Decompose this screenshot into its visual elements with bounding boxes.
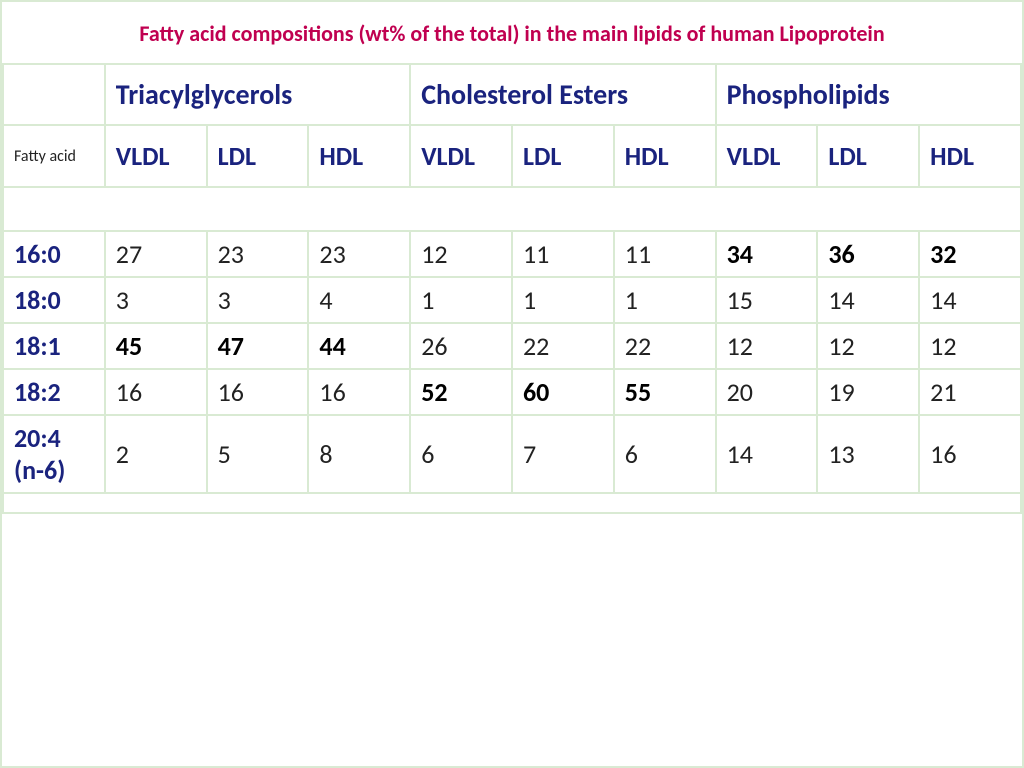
group-header-triacylglycerols: Triacylglycerols [105,64,410,125]
data-cell: 14 [919,277,1021,323]
sub-header-cell: HDL [614,125,716,187]
data-cell: 7 [512,415,614,493]
data-cell: 6 [614,415,716,493]
table-row: 18:0334111151414 [3,277,1021,323]
table-row: 20:4 (n-6)258676141316 [3,415,1021,493]
row-label: 16:0 [3,231,105,277]
sub-header-cell: VLDL [105,125,207,187]
table-row: 16:0272323121111343632 [3,231,1021,277]
data-cell: 52 [410,369,512,415]
data-cell: 1 [512,277,614,323]
data-cell: 27 [105,231,207,277]
data-cell: 14 [817,277,919,323]
data-cell: 12 [410,231,512,277]
data-cell: 44 [308,323,410,369]
data-cell: 22 [614,323,716,369]
group-header-cholesterol-esters: Cholesterol Esters [410,64,715,125]
sub-header-cell: LDL [512,125,614,187]
data-cell: 32 [919,231,1021,277]
data-cell: 19 [817,369,919,415]
sub-header-cell: VLDL [716,125,818,187]
data-cell: 16 [308,369,410,415]
data-cell: 36 [817,231,919,277]
data-cell: 55 [614,369,716,415]
data-cell: 11 [512,231,614,277]
group-header-row: Triacylglycerols Cholesterol Esters Phos… [3,64,1021,125]
page-title: Fatty acid compositions (wt% of the tota… [2,2,1022,63]
data-cell: 12 [919,323,1021,369]
data-cell: 60 [512,369,614,415]
group-header-phospholipids: Phospholipids [716,64,1021,125]
table-row: 18:2161616526055201921 [3,369,1021,415]
trailing-empty-row [3,493,1021,513]
data-cell: 23 [308,231,410,277]
data-cell: 21 [919,369,1021,415]
data-cell: 26 [410,323,512,369]
fatty-acid-label: Fatty acid [3,125,105,187]
row-label: 18:1 [3,323,105,369]
sub-header-cell: VLDL [410,125,512,187]
data-cell: 23 [207,231,309,277]
group-header-blank [3,64,105,125]
data-cell: 8 [308,415,410,493]
data-cell: 16 [105,369,207,415]
sub-header-cell: HDL [308,125,410,187]
sub-header-cell: LDL [817,125,919,187]
data-cell: 16 [207,369,309,415]
data-cell: 12 [716,323,818,369]
data-cell: 45 [105,323,207,369]
data-cell: 20 [716,369,818,415]
data-cell: 34 [716,231,818,277]
data-cell: 14 [716,415,818,493]
data-cell: 13 [817,415,919,493]
spacer-cell [3,187,1021,231]
data-cell: 5 [207,415,309,493]
data-cell: 47 [207,323,309,369]
data-cell: 11 [614,231,716,277]
data-cell: 16 [919,415,1021,493]
data-cell: 1 [614,277,716,323]
data-cell: 1 [410,277,512,323]
lipid-table: Triacylglycerols Cholesterol Esters Phos… [2,63,1022,514]
data-cell: 6 [410,415,512,493]
data-cell: 2 [105,415,207,493]
row-label: 18:2 [3,369,105,415]
sub-header-row: Fatty acid VLDL LDL HDL VLDL LDL HDL VLD… [3,125,1021,187]
data-cell: 3 [207,277,309,323]
data-cell: 15 [716,277,818,323]
data-cell: 22 [512,323,614,369]
data-cell: 3 [105,277,207,323]
sub-header-cell: HDL [919,125,1021,187]
data-cell: 4 [308,277,410,323]
spacer-row [3,187,1021,231]
trailing-empty-cell [3,493,1021,513]
data-cell: 12 [817,323,919,369]
table-row: 18:1454744262222121212 [3,323,1021,369]
page-container: Fatty acid compositions (wt% of the tota… [0,0,1024,768]
sub-header-cell: LDL [207,125,309,187]
row-label: 18:0 [3,277,105,323]
row-label: 20:4 (n-6) [3,415,105,493]
